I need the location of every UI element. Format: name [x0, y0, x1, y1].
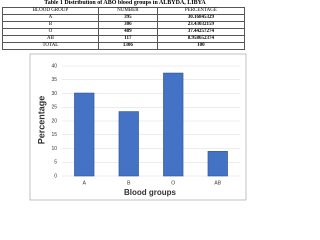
- y-tick-label: 15: [51, 132, 57, 138]
- chart-frame: [29, 53, 247, 201]
- x-axis-title: Blood groups: [124, 188, 177, 197]
- page: Table 1 Distribution of ABO blood groups…: [2, 0, 247, 201]
- bar: [118, 111, 139, 177]
- x-tick-label: AB: [214, 180, 221, 186]
- y-tick-label: 35: [51, 77, 57, 83]
- data-table: BLOOD GROUP NUMBER PERCENTAGE A 395 30.168453…: [2, 7, 246, 50]
- x-tick-label: O: [171, 180, 175, 186]
- y-tick-label: 25: [51, 105, 57, 111]
- y-tick-label: 5: [54, 160, 57, 166]
- x-tick-label: B: [127, 180, 131, 186]
- table-body: A 395 30.16845329 B 306 23.43032159 O 489 37.442…: [2, 14, 246, 50]
- y-axis-title: Percentage: [36, 96, 46, 145]
- y-tick-label: 30: [51, 91, 57, 97]
- table-cell: 100: [156, 42, 246, 50]
- y-tick-label: 20: [51, 118, 57, 124]
- bar: [207, 151, 228, 177]
- y-tick-label: 0: [54, 173, 57, 179]
- y-tick-label: 10: [51, 146, 57, 152]
- x-tick-label: A: [83, 180, 87, 186]
- chart: Percentage Blood groups 0 5 10 15 20 25 30 35 40…: [29, 53, 247, 201]
- bar: [74, 92, 95, 177]
- bar: [163, 72, 184, 177]
- y-tick-label: 40: [51, 63, 57, 69]
- table-caption: Table 1 Distribution of ABO blood groups…: [44, 0, 206, 6]
- table-row: TOTAL 1306 100: [2, 42, 246, 50]
